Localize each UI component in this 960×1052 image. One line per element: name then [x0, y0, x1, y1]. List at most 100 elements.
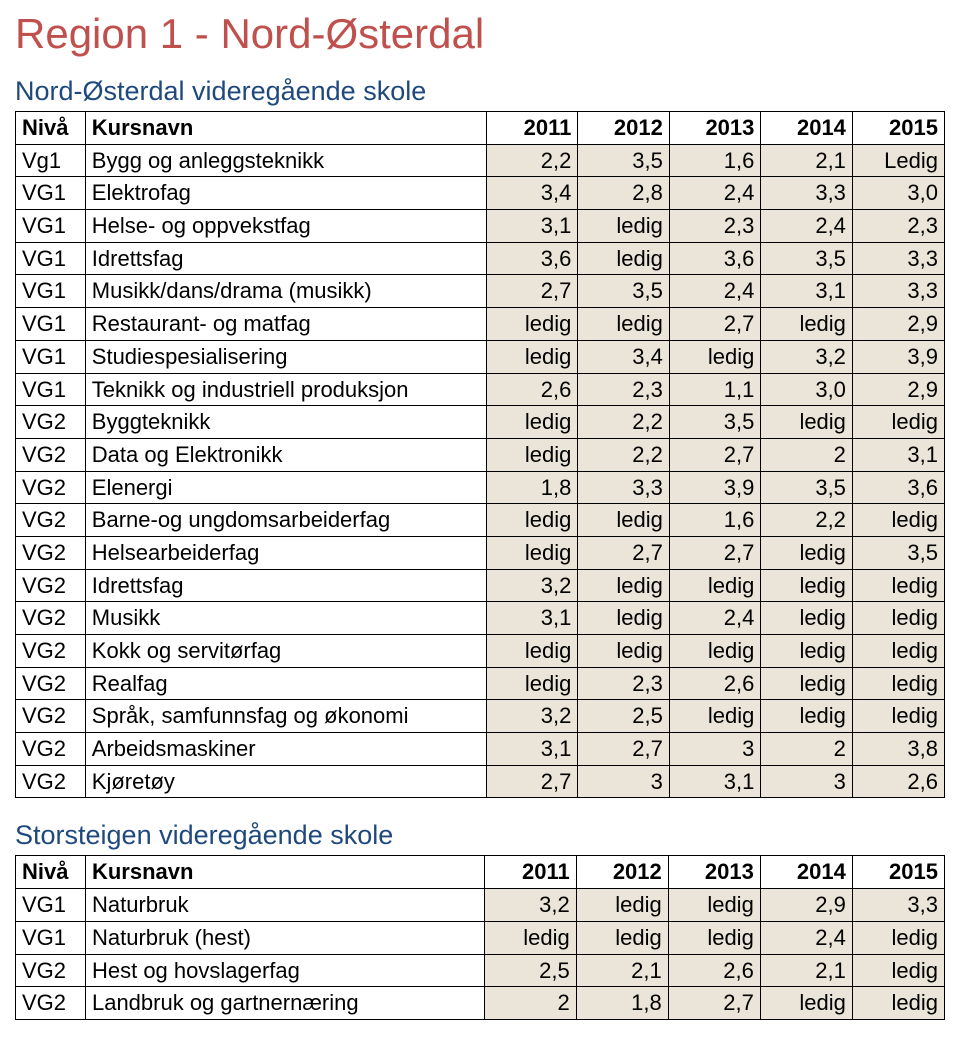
cell-kursnavn: Kjøretøy	[85, 765, 486, 798]
table-row: VG1Studiespesialiseringledig3,4ledig3,23…	[16, 340, 945, 373]
table-header-cell: 2013	[668, 856, 760, 889]
cell-year: 2,9	[852, 308, 944, 341]
cell-year: 3,1	[852, 438, 944, 471]
table-row: VG1Elektrofag3,42,82,43,33,0	[16, 177, 945, 210]
cell-year: 3,5	[852, 536, 944, 569]
cell-year: 3,0	[761, 373, 853, 406]
cell-kursnavn: Idrettsfag	[85, 242, 486, 275]
cell-kursnavn: Musikk	[85, 602, 486, 635]
cell-niva: VG1	[16, 340, 86, 373]
cell-niva: VG1	[16, 308, 86, 341]
cell-year: 3,3	[578, 471, 670, 504]
cell-year: 2,7	[578, 733, 670, 766]
cell-year: 2,5	[484, 954, 576, 987]
cell-year: ledig	[578, 569, 670, 602]
table-header-row: NivåKursnavn20112012201320142015	[16, 112, 945, 145]
cell-year: 2,4	[669, 177, 761, 210]
cell-year: 3,0	[852, 177, 944, 210]
cell-year: 2	[761, 733, 853, 766]
cell-year: 2,7	[669, 308, 761, 341]
cell-year: 2,6	[486, 373, 577, 406]
cell-niva: VG2	[16, 504, 86, 537]
table-row: VG2Arbeidsmaskiner3,12,7323,8	[16, 733, 945, 766]
cell-niva: VG2	[16, 602, 86, 635]
cell-year: 2,4	[669, 602, 761, 635]
cell-year: 3,1	[669, 765, 761, 798]
cell-year: 3,5	[578, 144, 670, 177]
table-row: VG1Idrettsfag3,6ledig3,63,53,3	[16, 242, 945, 275]
school-title: Storsteigen videregående skole	[15, 820, 945, 851]
cell-year: 3	[761, 765, 853, 798]
cell-year: ledig	[761, 700, 853, 733]
cell-year: ledig	[761, 667, 853, 700]
cell-year: ledig	[669, 340, 761, 373]
table-row: VG2Musikk3,1ledig2,4ledigledig	[16, 602, 945, 635]
cell-niva: VG2	[16, 700, 86, 733]
cell-year: 3,2	[761, 340, 853, 373]
cell-year: 2,9	[760, 889, 852, 922]
cell-kursnavn: Idrettsfag	[85, 569, 486, 602]
cell-niva: VG2	[16, 471, 86, 504]
table-row: VG1Naturbruk (hest)ledigledigledig2,4led…	[16, 921, 945, 954]
cell-year: 1,8	[486, 471, 577, 504]
table-row: VG2Realfagledig2,32,6ledigledig	[16, 667, 945, 700]
cell-year: 3,9	[852, 340, 944, 373]
table-header-cell: 2011	[484, 856, 576, 889]
school-title: Nord-Østerdal videregående skole	[15, 76, 945, 107]
table-header-cell: 2012	[576, 856, 668, 889]
cell-kursnavn: Elektrofag	[85, 177, 486, 210]
table-row: VG1Musikk/dans/drama (musikk)2,73,52,43,…	[16, 275, 945, 308]
cell-niva: VG2	[16, 987, 86, 1020]
school-table: NivåKursnavn20112012201320142015VG1Natur…	[15, 855, 945, 1019]
cell-year: 3,3	[852, 242, 944, 275]
school-table: NivåKursnavn20112012201320142015Vg1Bygg …	[15, 111, 945, 798]
cell-year: 2,7	[578, 536, 670, 569]
table-row: VG1Teknikk og industriell produksjon2,62…	[16, 373, 945, 406]
table-row: VG2Helsearbeiderfagledig2,72,7ledig3,5	[16, 536, 945, 569]
cell-year: ledig	[486, 406, 577, 439]
table-row: VG2Barne-og ungdomsarbeiderfagledigledig…	[16, 504, 945, 537]
cell-year: 1,6	[669, 144, 761, 177]
cell-kursnavn: Barne-og ungdomsarbeiderfag	[85, 504, 486, 537]
cell-year: 2,1	[576, 954, 668, 987]
table-row: Vg1Bygg og anleggsteknikk2,23,51,62,1Led…	[16, 144, 945, 177]
cell-niva: VG2	[16, 667, 86, 700]
cell-year: 2,4	[761, 210, 853, 243]
table-header-cell: 2012	[578, 112, 670, 145]
cell-year: Ledig	[852, 144, 944, 177]
cell-year: 2,2	[761, 504, 853, 537]
cell-year: 2,7	[669, 438, 761, 471]
cell-kursnavn: Elenergi	[85, 471, 486, 504]
cell-year: ledig	[852, 569, 944, 602]
cell-year: 3,4	[578, 340, 670, 373]
cell-niva: VG2	[16, 765, 86, 798]
cell-niva: VG1	[16, 177, 86, 210]
cell-kursnavn: Teknikk og industriell produksjon	[85, 373, 486, 406]
cell-year: ledig	[578, 504, 670, 537]
cell-year: 2,7	[486, 275, 577, 308]
cell-kursnavn: Naturbruk	[85, 889, 484, 922]
cell-kursnavn: Kokk og servitørfag	[85, 635, 486, 668]
table-row: VG2Landbruk og gartnernæring21,82,7ledig…	[16, 987, 945, 1020]
cell-year: 3,4	[486, 177, 577, 210]
cell-year: 2,4	[760, 921, 852, 954]
cell-year: 1,1	[669, 373, 761, 406]
table-header-cell: 2011	[486, 112, 577, 145]
cell-year: ledig	[668, 889, 760, 922]
cell-year: 2,5	[578, 700, 670, 733]
cell-year: 2,1	[761, 144, 853, 177]
cell-year: 3,5	[761, 471, 853, 504]
cell-year: ledig	[484, 921, 576, 954]
cell-year: 3,1	[761, 275, 853, 308]
cell-year: ledig	[578, 242, 670, 275]
cell-niva: VG1	[16, 242, 86, 275]
cell-year: ledig	[761, 308, 853, 341]
cell-year: ledig	[578, 210, 670, 243]
cell-kursnavn: Byggteknikk	[85, 406, 486, 439]
cell-kursnavn: Hest og hovslagerfag	[85, 954, 484, 987]
table-header-cell: Kursnavn	[85, 112, 486, 145]
table-row: VG2Kokk og servitørfagledigledigledigled…	[16, 635, 945, 668]
cell-year: ledig	[852, 987, 944, 1020]
cell-niva: VG2	[16, 438, 86, 471]
cell-year: ledig	[578, 308, 670, 341]
